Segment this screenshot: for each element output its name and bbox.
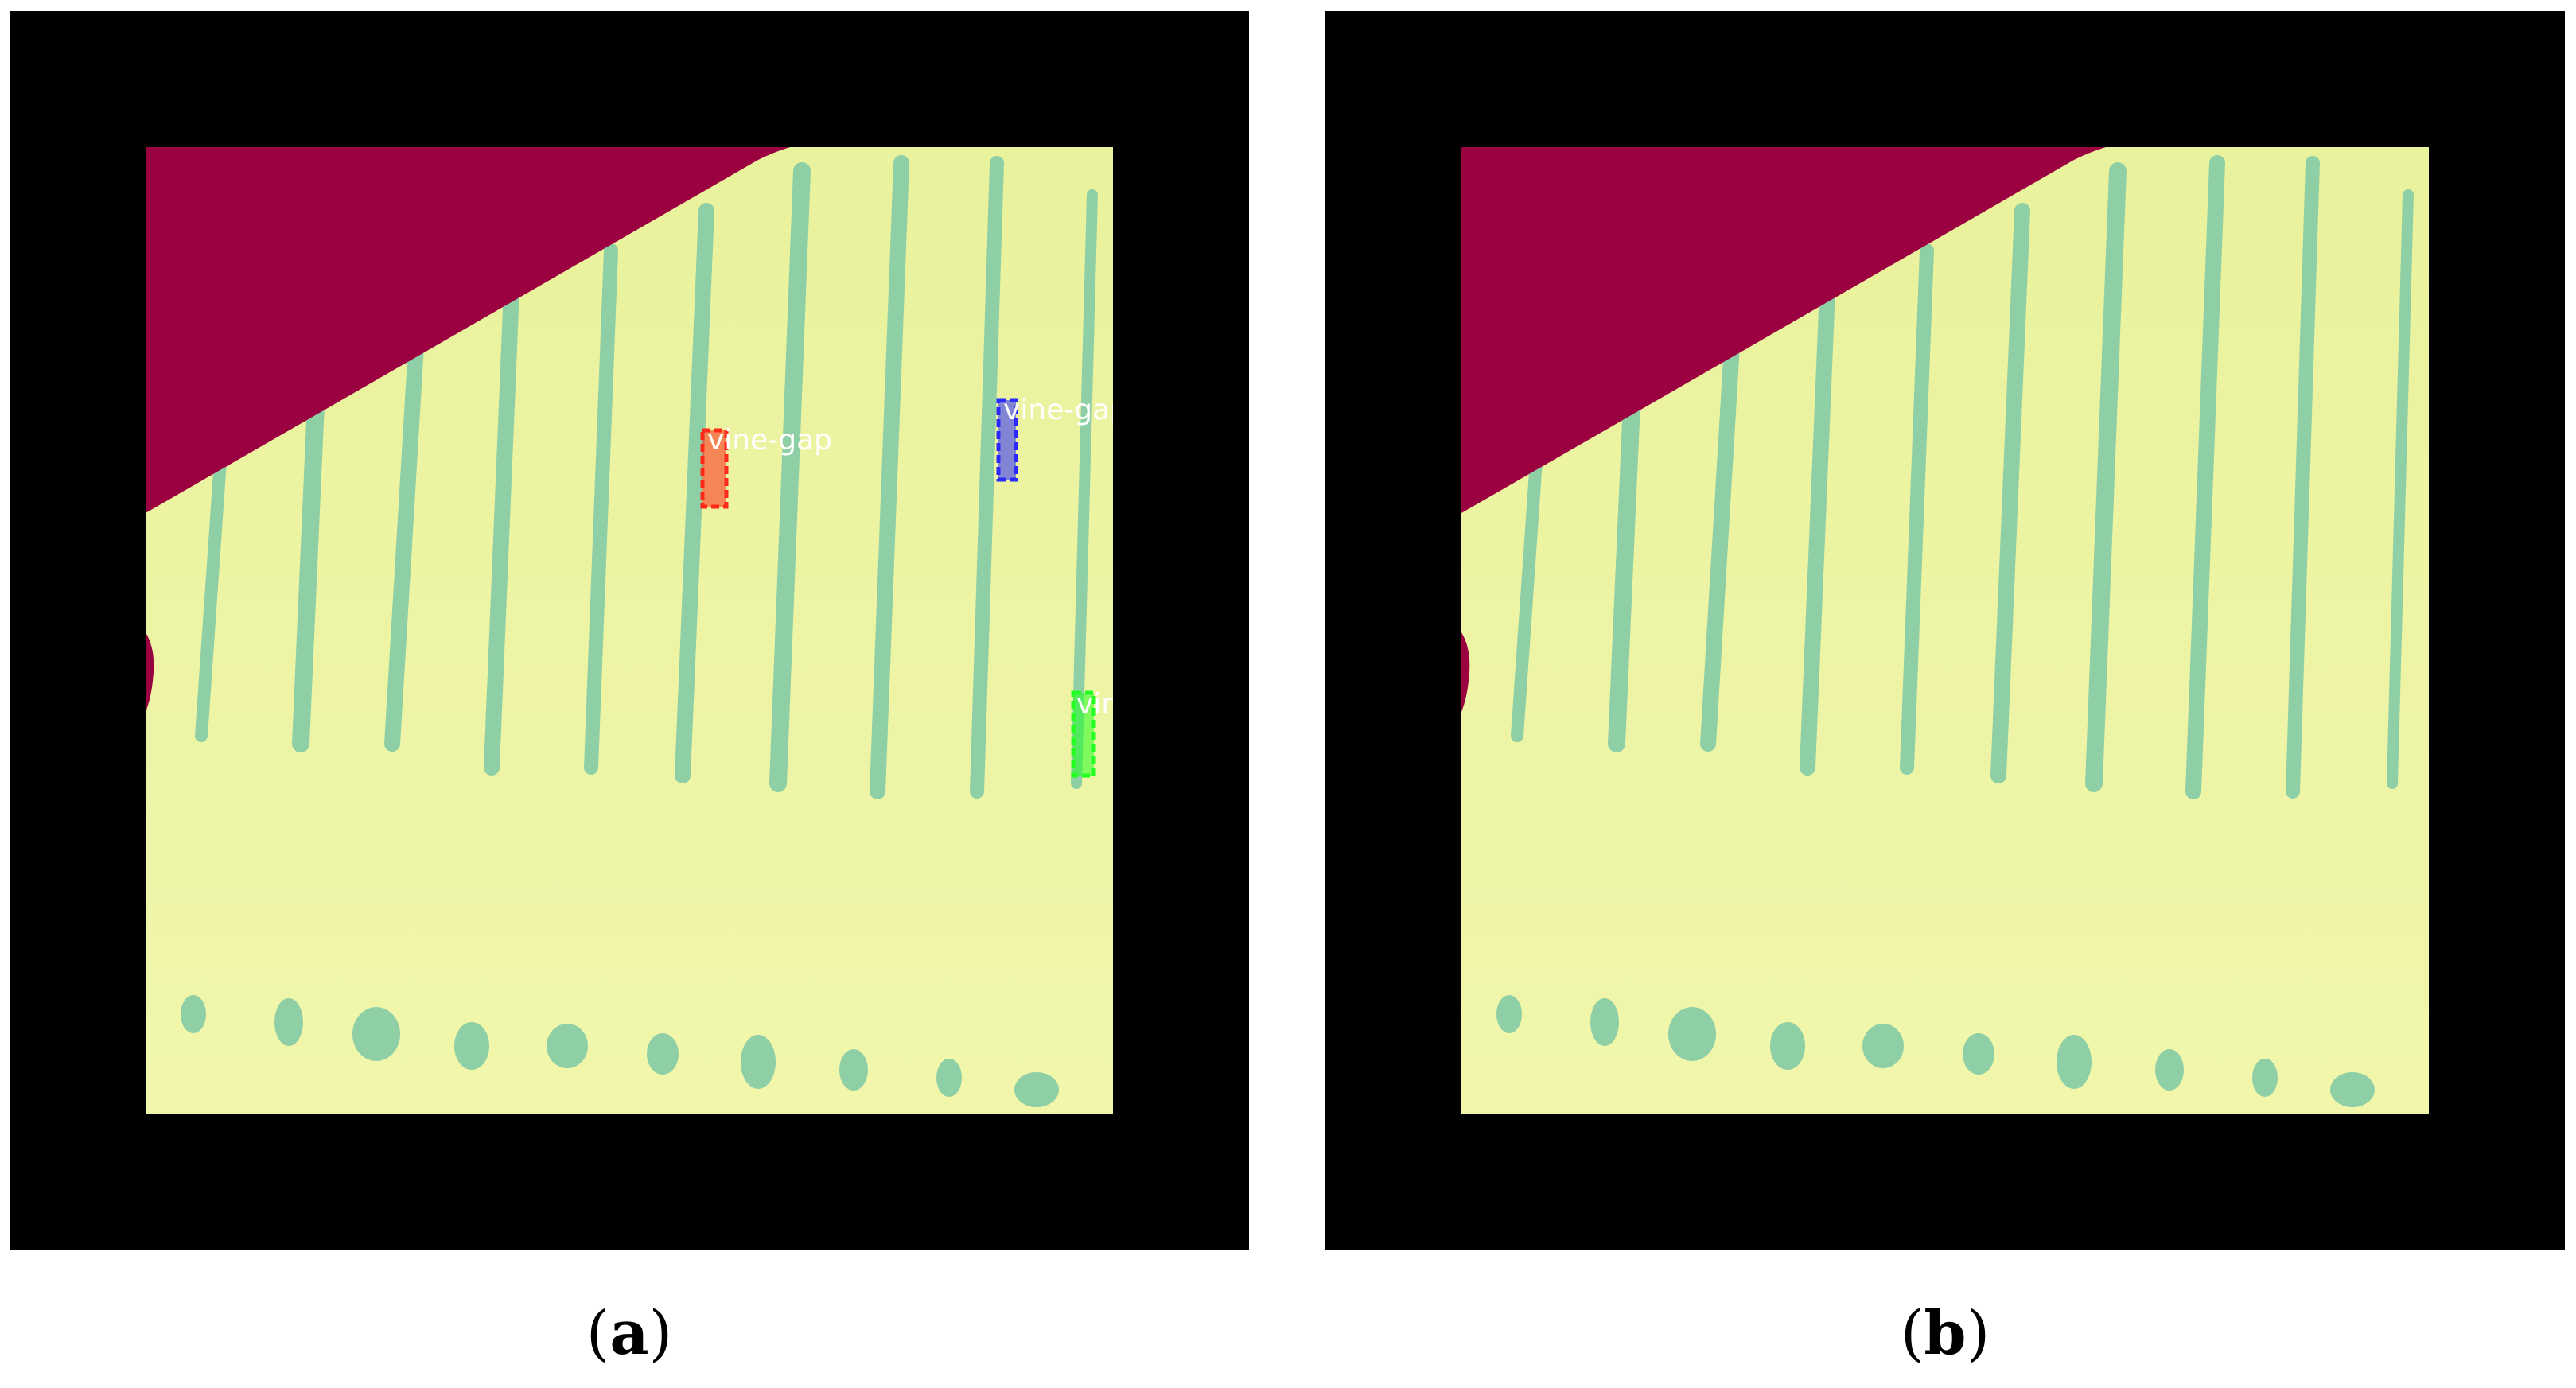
vine-row: [2085, 162, 2127, 792]
vineyard-image-a: vine-gap vine-gap vine-gap: [146, 147, 1113, 1114]
vineyard-image-b: [1461, 147, 2429, 1114]
detection-1: vine-gap: [700, 424, 832, 509]
mask-region-top-left: [146, 147, 790, 513]
caption-a-label: a: [609, 1297, 649, 1368]
vine-row: [584, 243, 618, 775]
detection-label: vine-gap: [1076, 688, 1113, 721]
detection-label: vine-gap: [1003, 394, 1113, 426]
vine-rows: [195, 155, 1098, 799]
detection-3: vine-gap: [1071, 688, 1113, 778]
vine-row: [292, 377, 325, 752]
mask-region-left-edge: [1461, 632, 1470, 712]
vine-row: [1071, 189, 1098, 789]
young-vines: [1496, 995, 2375, 1107]
vine-row: [2286, 156, 2320, 799]
mask-region-top-left: [1461, 147, 2106, 513]
vine-row: [1608, 377, 1641, 752]
image-panel-a: vine-gap vine-gap vine-gap: [10, 11, 1249, 1250]
vine-row: [1511, 443, 1543, 742]
vine-row: [484, 282, 519, 776]
vineyard-svg-b: [1461, 147, 2429, 1114]
detection-box: [1071, 690, 1096, 778]
vine-row: [195, 443, 228, 742]
detection-box: [996, 398, 1018, 482]
vine-row: [1800, 282, 1835, 776]
detection-label: vine-gap: [707, 424, 832, 457]
vine-row: [870, 155, 909, 799]
vine-row: [970, 156, 1004, 799]
vine-row: [1900, 243, 1934, 775]
mask-region-left-edge: [146, 632, 154, 712]
vine-row: [384, 338, 424, 752]
vine-row: [1990, 203, 2030, 783]
caption-b: (b): [1900, 1297, 1990, 1368]
caption-b-label: b: [1924, 1297, 1967, 1368]
vine-row: [769, 162, 811, 792]
vine-row: [675, 203, 714, 783]
caption-a: (a): [586, 1297, 673, 1368]
detection-box: [700, 428, 729, 509]
vine-row: [1700, 338, 1740, 752]
vineyard-svg-a: vine-gap vine-gap vine-gap: [146, 147, 1113, 1114]
detection-2: vine-gap: [996, 394, 1113, 482]
vine-row: [2387, 189, 2414, 789]
young-vines: [181, 995, 1059, 1107]
image-panel-b: [1325, 11, 2565, 1250]
vine-rows: [1511, 155, 2414, 799]
vine-row: [2185, 155, 2225, 799]
